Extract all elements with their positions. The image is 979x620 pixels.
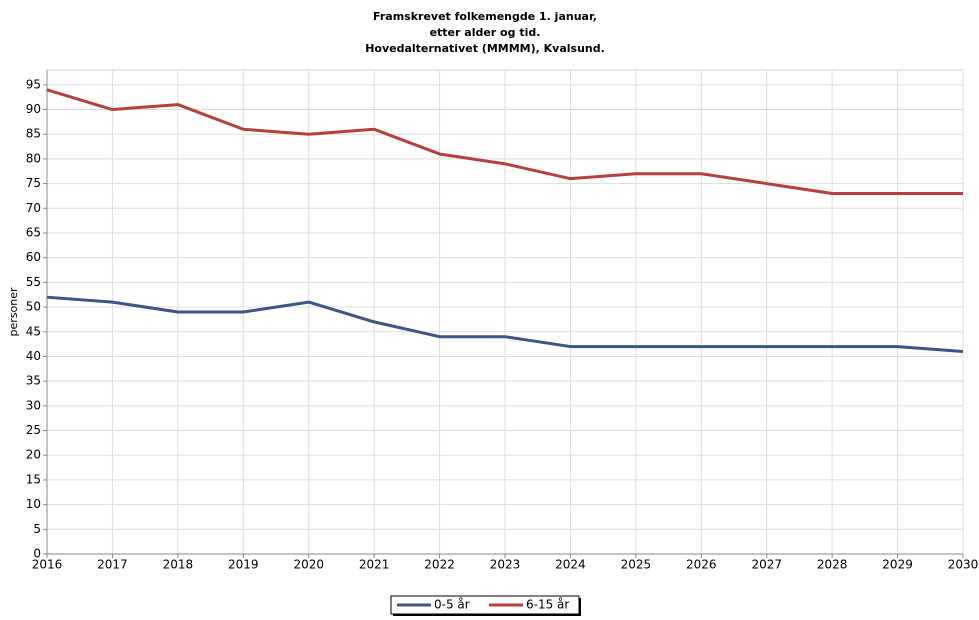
legend-label: 6-15 år — [526, 598, 569, 612]
y-tick-label: 25 — [26, 423, 41, 437]
y-tick-label: 40 — [26, 349, 41, 363]
x-tick-label: 2023 — [490, 558, 521, 572]
x-tick-label: 2018 — [163, 558, 194, 572]
x-tick-label: 2024 — [555, 558, 586, 572]
x-tick-label: 2027 — [751, 558, 782, 572]
y-tick-label: 5 — [33, 522, 41, 536]
x-tick-label: 2016 — [32, 558, 63, 572]
x-tick-label: 2017 — [97, 558, 128, 572]
y-tick-label: 20 — [26, 448, 41, 462]
line-series — [46, 88, 963, 195]
line-series — [46, 295, 964, 354]
x-tick-label: 2028 — [817, 558, 848, 572]
y-tick-label: 55 — [26, 275, 41, 289]
y-tick-label: 60 — [26, 250, 41, 264]
y-axis-label: personer — [7, 287, 20, 336]
y-tick-label: 70 — [26, 201, 41, 215]
chart-title: Framskrevet folkemengde 1. januar, — [373, 10, 597, 23]
legend — [390, 595, 580, 615]
chart-title: Hovedalternativet (MMMM), Kvalsund. — [365, 42, 605, 55]
y-tick-label: 65 — [26, 225, 41, 239]
y-tick-label: 95 — [26, 77, 41, 91]
x-tick-label: 2030 — [948, 558, 979, 572]
y-tick-label: 15 — [26, 472, 41, 486]
y-tick-label: 85 — [26, 127, 41, 141]
legend-label: 0-5 år — [434, 598, 470, 612]
y-tick-label: 30 — [26, 398, 41, 412]
x-tick-label: 2019 — [228, 558, 259, 572]
y-tick-label: 80 — [26, 151, 41, 165]
x-tick-label: 2022 — [424, 558, 455, 572]
x-tick-label: 2021 — [359, 558, 390, 572]
x-tick-label: 2026 — [686, 558, 717, 572]
x-tick-label: 2020 — [293, 558, 324, 572]
x-tick-label: 2025 — [621, 558, 652, 572]
y-tick-label: 50 — [26, 300, 41, 314]
y-tick-label: 35 — [26, 374, 41, 388]
y-tick-label: 75 — [26, 176, 41, 190]
y-tick-label: 0 — [33, 547, 41, 561]
y-tick-label: 10 — [26, 497, 41, 511]
y-tick-label: 45 — [26, 324, 41, 338]
y-tick-label: 90 — [26, 102, 41, 116]
chart-title: etter alder og tid. — [430, 26, 541, 39]
x-tick-label: 2029 — [882, 558, 913, 572]
